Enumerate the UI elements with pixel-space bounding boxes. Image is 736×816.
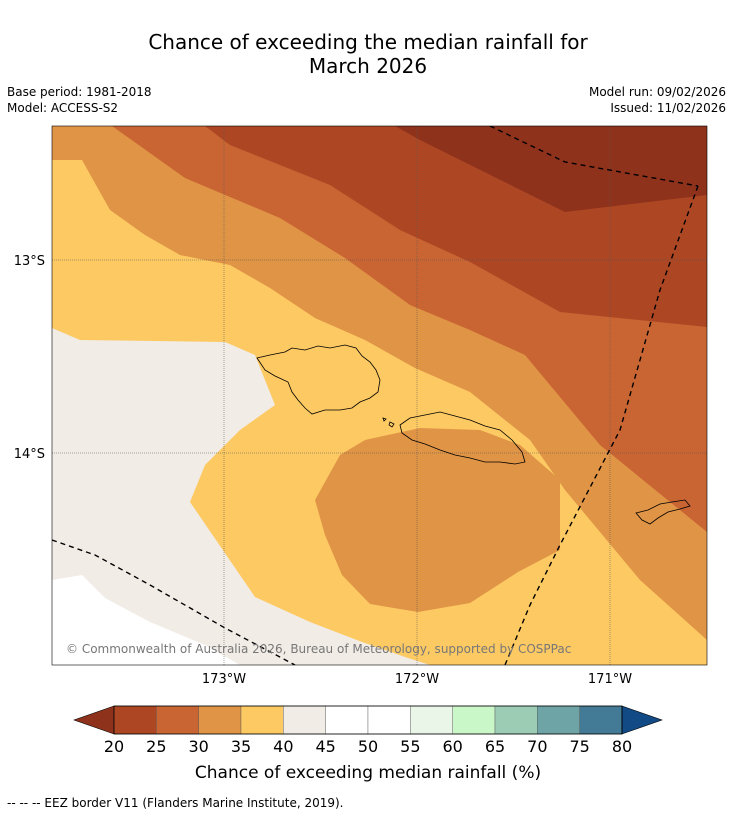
eez-legend-note: -- -- -- EEZ border V11 (Flanders Marine…: [7, 796, 344, 810]
colorbar-tick-label: 80: [612, 737, 632, 756]
colorbar-segment: [367, 705, 411, 735]
colorbar-segment: [410, 705, 453, 735]
upolu-island: [399, 411, 526, 465]
lon-label-171w: 171°W: [588, 672, 632, 687]
colorbar-segment: [156, 705, 199, 735]
colorbar-tick-label: 35: [231, 737, 251, 756]
colorbar-extend-high: [621, 705, 663, 735]
lon-label-173w: 173°W: [202, 672, 246, 687]
colorbar-segment: [537, 705, 580, 735]
colorbar-segment: [240, 705, 284, 735]
manono-island: [388, 421, 395, 428]
colorbar-tick-label: 50: [358, 737, 378, 756]
model-run: Model run: 09/02/2026: [588, 85, 726, 99]
colorbar: 20 25 30 35 40 45 50 55 60 65 70 75 80: [73, 705, 663, 756]
metadata-left: Base period: 1981-2018 Model: ACCESS-S2: [7, 84, 152, 116]
colorbar-tick-label: 55: [400, 737, 420, 756]
colorbar-segment: [452, 705, 496, 735]
colorbar-segment: [198, 705, 242, 735]
lat-label-14s: 14°S: [14, 447, 45, 462]
band-35-40-inner: [315, 428, 560, 612]
lat-label-13s: 13°S: [14, 254, 45, 269]
issued-date: Issued: 11/02/2026: [610, 101, 726, 115]
colorbar-tick-label: 45: [315, 737, 335, 756]
colorbar-segment: [494, 705, 538, 735]
colorbar-outline: [113, 705, 623, 735]
colorbar-segment: [283, 705, 326, 735]
latitude-labels: 13°S 14°S: [14, 254, 45, 462]
title-line-1: Chance of exceeding the median rainfall …: [148, 30, 588, 54]
colorbar-segment: [325, 705, 369, 735]
band-45-50: [52, 328, 430, 665]
copyright-notice: © Commonwealth of Australia 2026, Bureau…: [66, 642, 571, 656]
islands: [256, 344, 691, 525]
colorbar-extend-low: [73, 705, 115, 735]
lon-label-172w: 172°W: [395, 672, 439, 687]
model-name: Model: ACCESS-S2: [7, 101, 119, 115]
map-title: Chance of exceeding the median rainfall …: [0, 30, 736, 78]
apolima-island: [382, 417, 387, 422]
base-period: Base period: 1981-2018: [7, 85, 152, 99]
colorbar-tick-label: 60: [442, 737, 462, 756]
savaii-island: [256, 344, 381, 415]
title-line-2: March 2026: [308, 54, 428, 78]
colorbar-segment: [579, 705, 623, 735]
metadata-right: Model run: 09/02/2026 Issued: 11/02/2026: [589, 84, 726, 116]
colorbar-tick-label: 70: [527, 737, 547, 756]
colorbar-tick-label: 75: [569, 737, 589, 756]
map-frame: [51, 125, 708, 666]
colorbar-tick-label: 65: [485, 737, 505, 756]
longitude-labels: 173°W 172°W 171°W: [202, 672, 632, 687]
colorbar-tick-label: 25: [146, 737, 166, 756]
eez-border: [52, 126, 699, 665]
map-area: © Commonwealth of Australia 2026, Bureau…: [52, 126, 707, 665]
tutuila-island: [635, 499, 691, 525]
colorbar-tick-label: 30: [188, 737, 208, 756]
colorbar-tick-label: 20: [104, 737, 124, 756]
colorbar-segment: [113, 705, 157, 735]
colorbar-label: Chance of exceeding median rainfall (%): [195, 763, 541, 783]
land-mask: [52, 575, 240, 665]
colorbar-tick-label: 40: [273, 737, 293, 756]
